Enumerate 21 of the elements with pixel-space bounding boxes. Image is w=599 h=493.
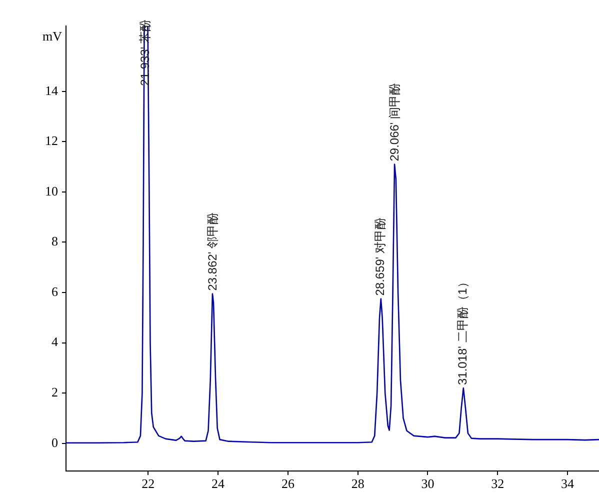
annotation: 31.018' 二甲酚（1） [456, 276, 470, 386]
y-axis-title: mV [42, 28, 63, 44]
x-tick-label: 22 [142, 476, 155, 492]
y-tick-label: 8 [52, 234, 58, 249]
x-tick-label: 28 [351, 476, 364, 492]
annotation: 23.862' 邻甲酚 [206, 212, 220, 291]
y-tick-label: 6 [52, 284, 58, 299]
x-tick-label: 24 [212, 476, 226, 492]
y-tick-label: 0 [52, 434, 58, 450]
x-tick-label: 34 [561, 476, 575, 492]
x-tick-label: 32 [491, 476, 504, 492]
y-tick-label: 14 [45, 82, 58, 98]
y-tick-label: 10 [45, 183, 58, 198]
y-tick-label: 2 [52, 384, 58, 400]
y-tick-label: 12 [45, 133, 58, 148]
x-tick-label: 26 [281, 476, 295, 492]
annotation: 28.659' 对甲酚 [373, 217, 388, 296]
annotation: 29.066' 间甲酚 [387, 82, 402, 162]
x-tick-label: 30 [421, 476, 434, 492]
annotation: 21.933' 苯酚 [138, 20, 152, 86]
y-tick-label: 4 [52, 334, 58, 350]
